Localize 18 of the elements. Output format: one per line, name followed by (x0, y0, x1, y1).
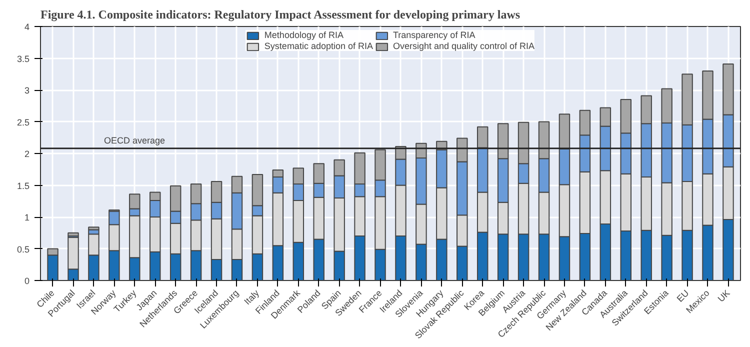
y-tick-label: 4 (24, 22, 30, 32)
legend-label: Transparency of RIA (392, 30, 476, 40)
bar (88, 226, 100, 230)
y-tick-label: 2 (24, 149, 30, 159)
x-tick-label: UK (716, 288, 732, 304)
y-tick-label: 0 (24, 276, 30, 286)
y-tick-label: 1 (24, 212, 30, 222)
chart-title: Figure 4.1. Composite indicators: Regulatory Impact Assessment for developing primary laws (40, 8, 520, 22)
legend-label: Systematic adoption of RIA (264, 41, 373, 51)
y-tick-label: 3 (24, 86, 30, 96)
legend-label: Oversight and quality control of RIA (392, 41, 535, 51)
ref-line-label: OECD average (104, 135, 165, 146)
legend-label: Methodology of RIA (264, 30, 344, 40)
x-tick-label: EU (674, 288, 691, 304)
y-tick-label: 1.5 (16, 180, 30, 191)
y-tick-label: 0.5 (16, 244, 30, 254)
y-tick-label: 3.5 (16, 54, 30, 64)
y-tick-label: 2.5 (16, 117, 30, 128)
